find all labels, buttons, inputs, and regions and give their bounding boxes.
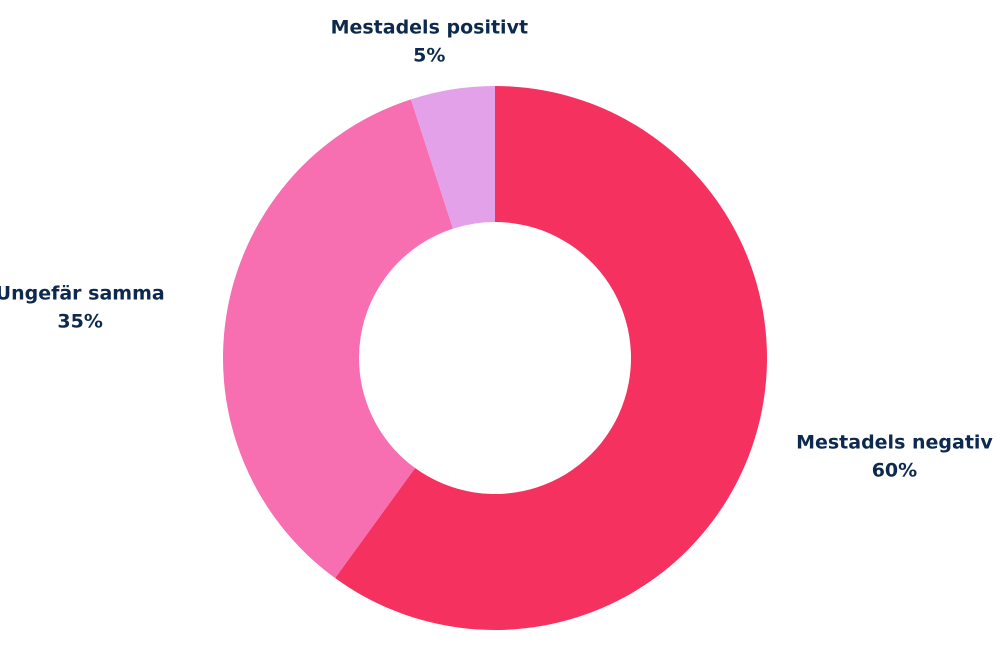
slice-value-label: 35%	[57, 310, 102, 332]
slice-label: Mestadels positivt	[331, 16, 528, 38]
donut-slice	[410, 86, 495, 229]
slice-label: Mestadels negativ	[796, 431, 993, 453]
slice-value-label: 5%	[413, 44, 445, 66]
donut-slice	[223, 99, 453, 579]
slice-value-label: 60%	[872, 459, 917, 481]
slice-label: Ungefär samma	[0, 282, 165, 304]
donut-slice	[335, 86, 767, 630]
